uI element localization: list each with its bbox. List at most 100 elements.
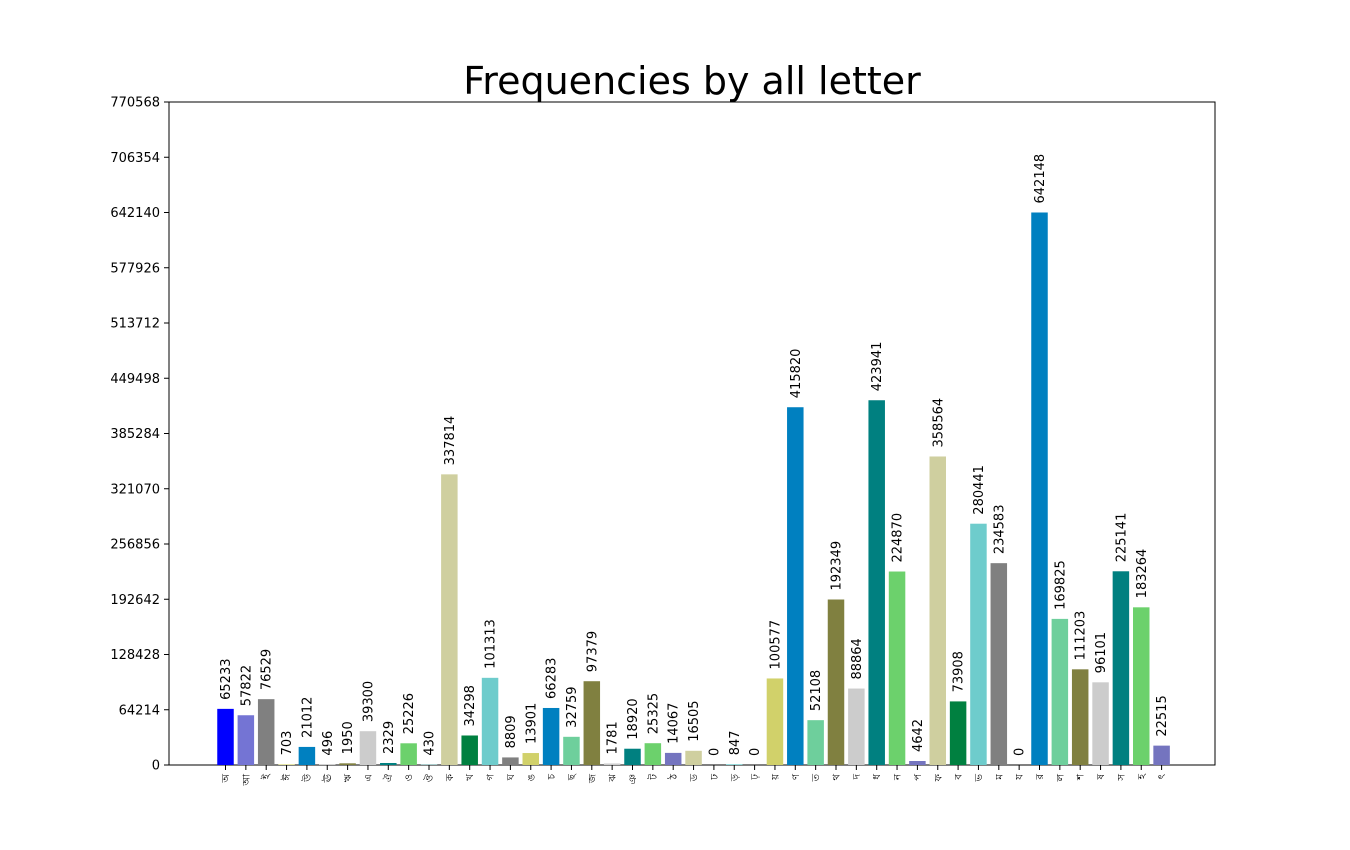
bar-value-label: 8809	[504, 715, 519, 748]
bar	[359, 731, 377, 765]
x-tick-label: ঐ	[383, 774, 395, 782]
y-tick-label: 192642	[110, 593, 160, 608]
bar	[563, 736, 580, 765]
y-tick-label: 321070	[110, 482, 160, 497]
x-tick-label: ল	[1055, 773, 1066, 782]
x-tick-label: ই	[261, 773, 273, 780]
bar	[237, 715, 255, 765]
bar-value-label: 65233	[219, 659, 234, 700]
bar-value-label: 14067	[667, 703, 682, 744]
bar-value-label: 111203	[1074, 611, 1089, 661]
bar	[827, 599, 845, 765]
bar-value-label: 192349	[830, 541, 845, 591]
x-tick-label: উ	[300, 774, 313, 783]
y-tick-label: 256856	[110, 538, 160, 553]
bar-value-label: 1781	[606, 721, 621, 754]
bar	[542, 707, 560, 765]
x-tick-label: অ	[221, 774, 232, 784]
bar-value-label: 25226	[402, 693, 417, 734]
bar-value-label: 703	[280, 731, 295, 756]
x-tick-label: ঊ	[321, 774, 334, 784]
data-labels: 65233 57822 76529 703 21012 496 1950 39300 2329 2…	[219, 154, 1170, 756]
x-tick-label: ট	[646, 773, 659, 780]
x-tick-label: ঝ	[608, 774, 619, 783]
bar	[217, 708, 234, 765]
x-tick-label: দ	[852, 773, 863, 780]
y-tick-label: 770568	[110, 96, 160, 111]
x-tick-label: য	[1015, 774, 1026, 781]
bar-value-label: 234583	[992, 505, 1007, 555]
y-tick-label: 64214	[119, 703, 160, 718]
y-tick-label: 385284	[110, 427, 160, 442]
bar-value-label: 73908	[952, 651, 967, 692]
bar	[949, 701, 967, 765]
bar-value-label: 22515	[1155, 695, 1170, 736]
x-tick-label: ঘ	[506, 773, 517, 781]
bar	[441, 474, 458, 765]
x-tick-label: ঋ	[343, 773, 354, 782]
bar-value-label: 39300	[361, 681, 376, 722]
bar	[848, 688, 865, 765]
bar-value-label: 337814	[443, 416, 458, 466]
x-tick-label: শ	[1076, 773, 1087, 781]
bar	[1051, 618, 1069, 765]
bar-value-label: 32759	[565, 686, 580, 727]
bar-value-label: 76529	[260, 649, 275, 690]
y-tick-label: 642140	[110, 206, 160, 221]
x-tick-label: প	[913, 774, 924, 781]
bar	[624, 748, 641, 765]
bar-value-label: 96101	[1094, 632, 1109, 673]
bar-value-label: 496	[321, 731, 336, 756]
bar-value-label: 2329	[382, 721, 397, 754]
x-tick-label: ও	[404, 774, 415, 781]
x-tick-label: ষ	[1096, 774, 1107, 781]
y-tick-label: 449498	[110, 372, 160, 387]
x-tick-label: ঈ	[281, 774, 293, 782]
bar-value-label: 66283	[545, 658, 560, 699]
bar-value-label: 100577	[768, 620, 783, 670]
bar-value-label: 97379	[585, 631, 600, 672]
x-tick-label: ঢ়	[750, 773, 761, 780]
x-tick-label: ঙ	[526, 774, 537, 781]
bar	[339, 763, 356, 765]
x-tick-label: ভ	[974, 773, 985, 782]
bar	[1092, 682, 1109, 765]
x-axis: অ আ ই ঈ উ ঊ ঋ এ ঐ ও ঔ ক খ গ ঘ ঙ চ ছ জ ঝ ঞ ট ঠ ড ঢ ড় ঢ় য় ণ ত থ দ ধ ন প ফ ব…	[221, 765, 1168, 787]
bar	[502, 757, 519, 765]
bar	[1153, 745, 1170, 765]
y-tick-label: 0	[152, 759, 160, 774]
bar	[664, 752, 682, 765]
x-tick-label: ধ	[872, 774, 883, 780]
bar-value-label: 423941	[870, 342, 885, 392]
bar	[807, 720, 824, 765]
bar-value-label: 25325	[646, 693, 661, 734]
x-tick-label: গ	[486, 774, 497, 781]
bar-value-label: 88864	[850, 638, 865, 679]
bar-value-label: 0	[707, 748, 722, 756]
x-tick-label: ত	[811, 774, 822, 783]
x-tick-label: ণ	[791, 773, 802, 780]
x-tick-label: ৎ	[1157, 774, 1168, 779]
y-axis: 0 64214 128428 192642 256856 321070 385284 4494…	[110, 96, 169, 774]
y-tick-label: 128428	[110, 648, 160, 663]
x-tick-label: ফ	[933, 773, 944, 782]
bar	[380, 762, 397, 765]
bar	[909, 761, 926, 765]
x-tick-label: এ	[363, 774, 374, 782]
x-tick-label: ড	[689, 773, 700, 782]
bar	[766, 678, 784, 765]
bar	[990, 563, 1008, 765]
x-tick-label: ড়	[730, 773, 741, 782]
bar	[278, 764, 295, 765]
bar-value-label: 280441	[972, 465, 987, 515]
bar-value-label: 224870	[891, 513, 906, 563]
bar-value-label: 57822	[239, 665, 254, 706]
bar-value-label: 16505	[687, 700, 702, 741]
bar-value-label: 52108	[809, 670, 824, 711]
x-tick-label: স	[1116, 774, 1127, 782]
bar	[603, 763, 621, 765]
bar-value-label: 0	[1013, 748, 1028, 756]
bar	[685, 750, 702, 765]
x-tick-label: চ	[547, 773, 558, 780]
